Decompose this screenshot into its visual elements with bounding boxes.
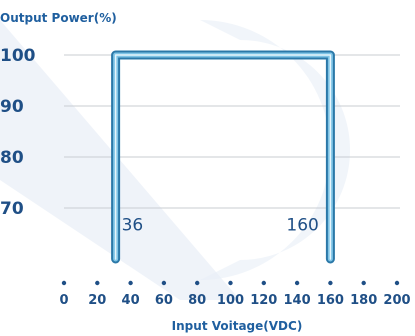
x-tick-dot [195, 280, 200, 286]
y-tick-label: 70 [0, 199, 24, 219]
x-tick-label: 20 [88, 293, 106, 308]
x-tick-dot [294, 280, 300, 286]
background-decoration [0, 20, 351, 300]
y-ticks: 70 80 90 100 [0, 46, 36, 219]
x-tick-dot [261, 280, 266, 286]
x-tick-label: 80 [188, 293, 206, 308]
x-tick-dot [61, 280, 67, 286]
series-line-highlight [114, 54, 332, 260]
x-tick-dot [161, 280, 167, 286]
x-tick-dot [95, 280, 100, 286]
annotation-label: 36 [122, 216, 144, 236]
x-tick-label: 200 [383, 293, 410, 308]
y-axis-label: Output Power(%) [0, 11, 117, 25]
y-tick-label: 100 [0, 46, 36, 66]
x-tick-label: 40 [122, 293, 140, 308]
x-tick-dot [228, 280, 233, 286]
x-tick-label: 60 [155, 293, 173, 308]
x-tick-dot [394, 280, 400, 286]
y-tick-label: 90 [0, 97, 24, 117]
annotation-label: 160 [286, 216, 318, 236]
series [111, 50, 335, 264]
annotations: 36 160 [122, 216, 319, 236]
x-ticks: 0 20 40 60 80 100 120 140 160 180 200 [59, 280, 411, 308]
y-tick-label: 80 [0, 148, 24, 168]
x-tick-dot [328, 280, 333, 286]
x-axis-label: Input Voitage(VDC) [172, 319, 303, 333]
x-tick-dot [361, 280, 366, 286]
x-tick-dot [128, 280, 133, 286]
x-tick-label: 140 [284, 293, 311, 308]
x-tick-label: 160 [317, 293, 344, 308]
x-tick-label: 120 [250, 293, 277, 308]
x-tick-label: 100 [217, 293, 244, 308]
x-tick-label: 0 [59, 293, 68, 308]
x-tick-label: 180 [350, 293, 377, 308]
